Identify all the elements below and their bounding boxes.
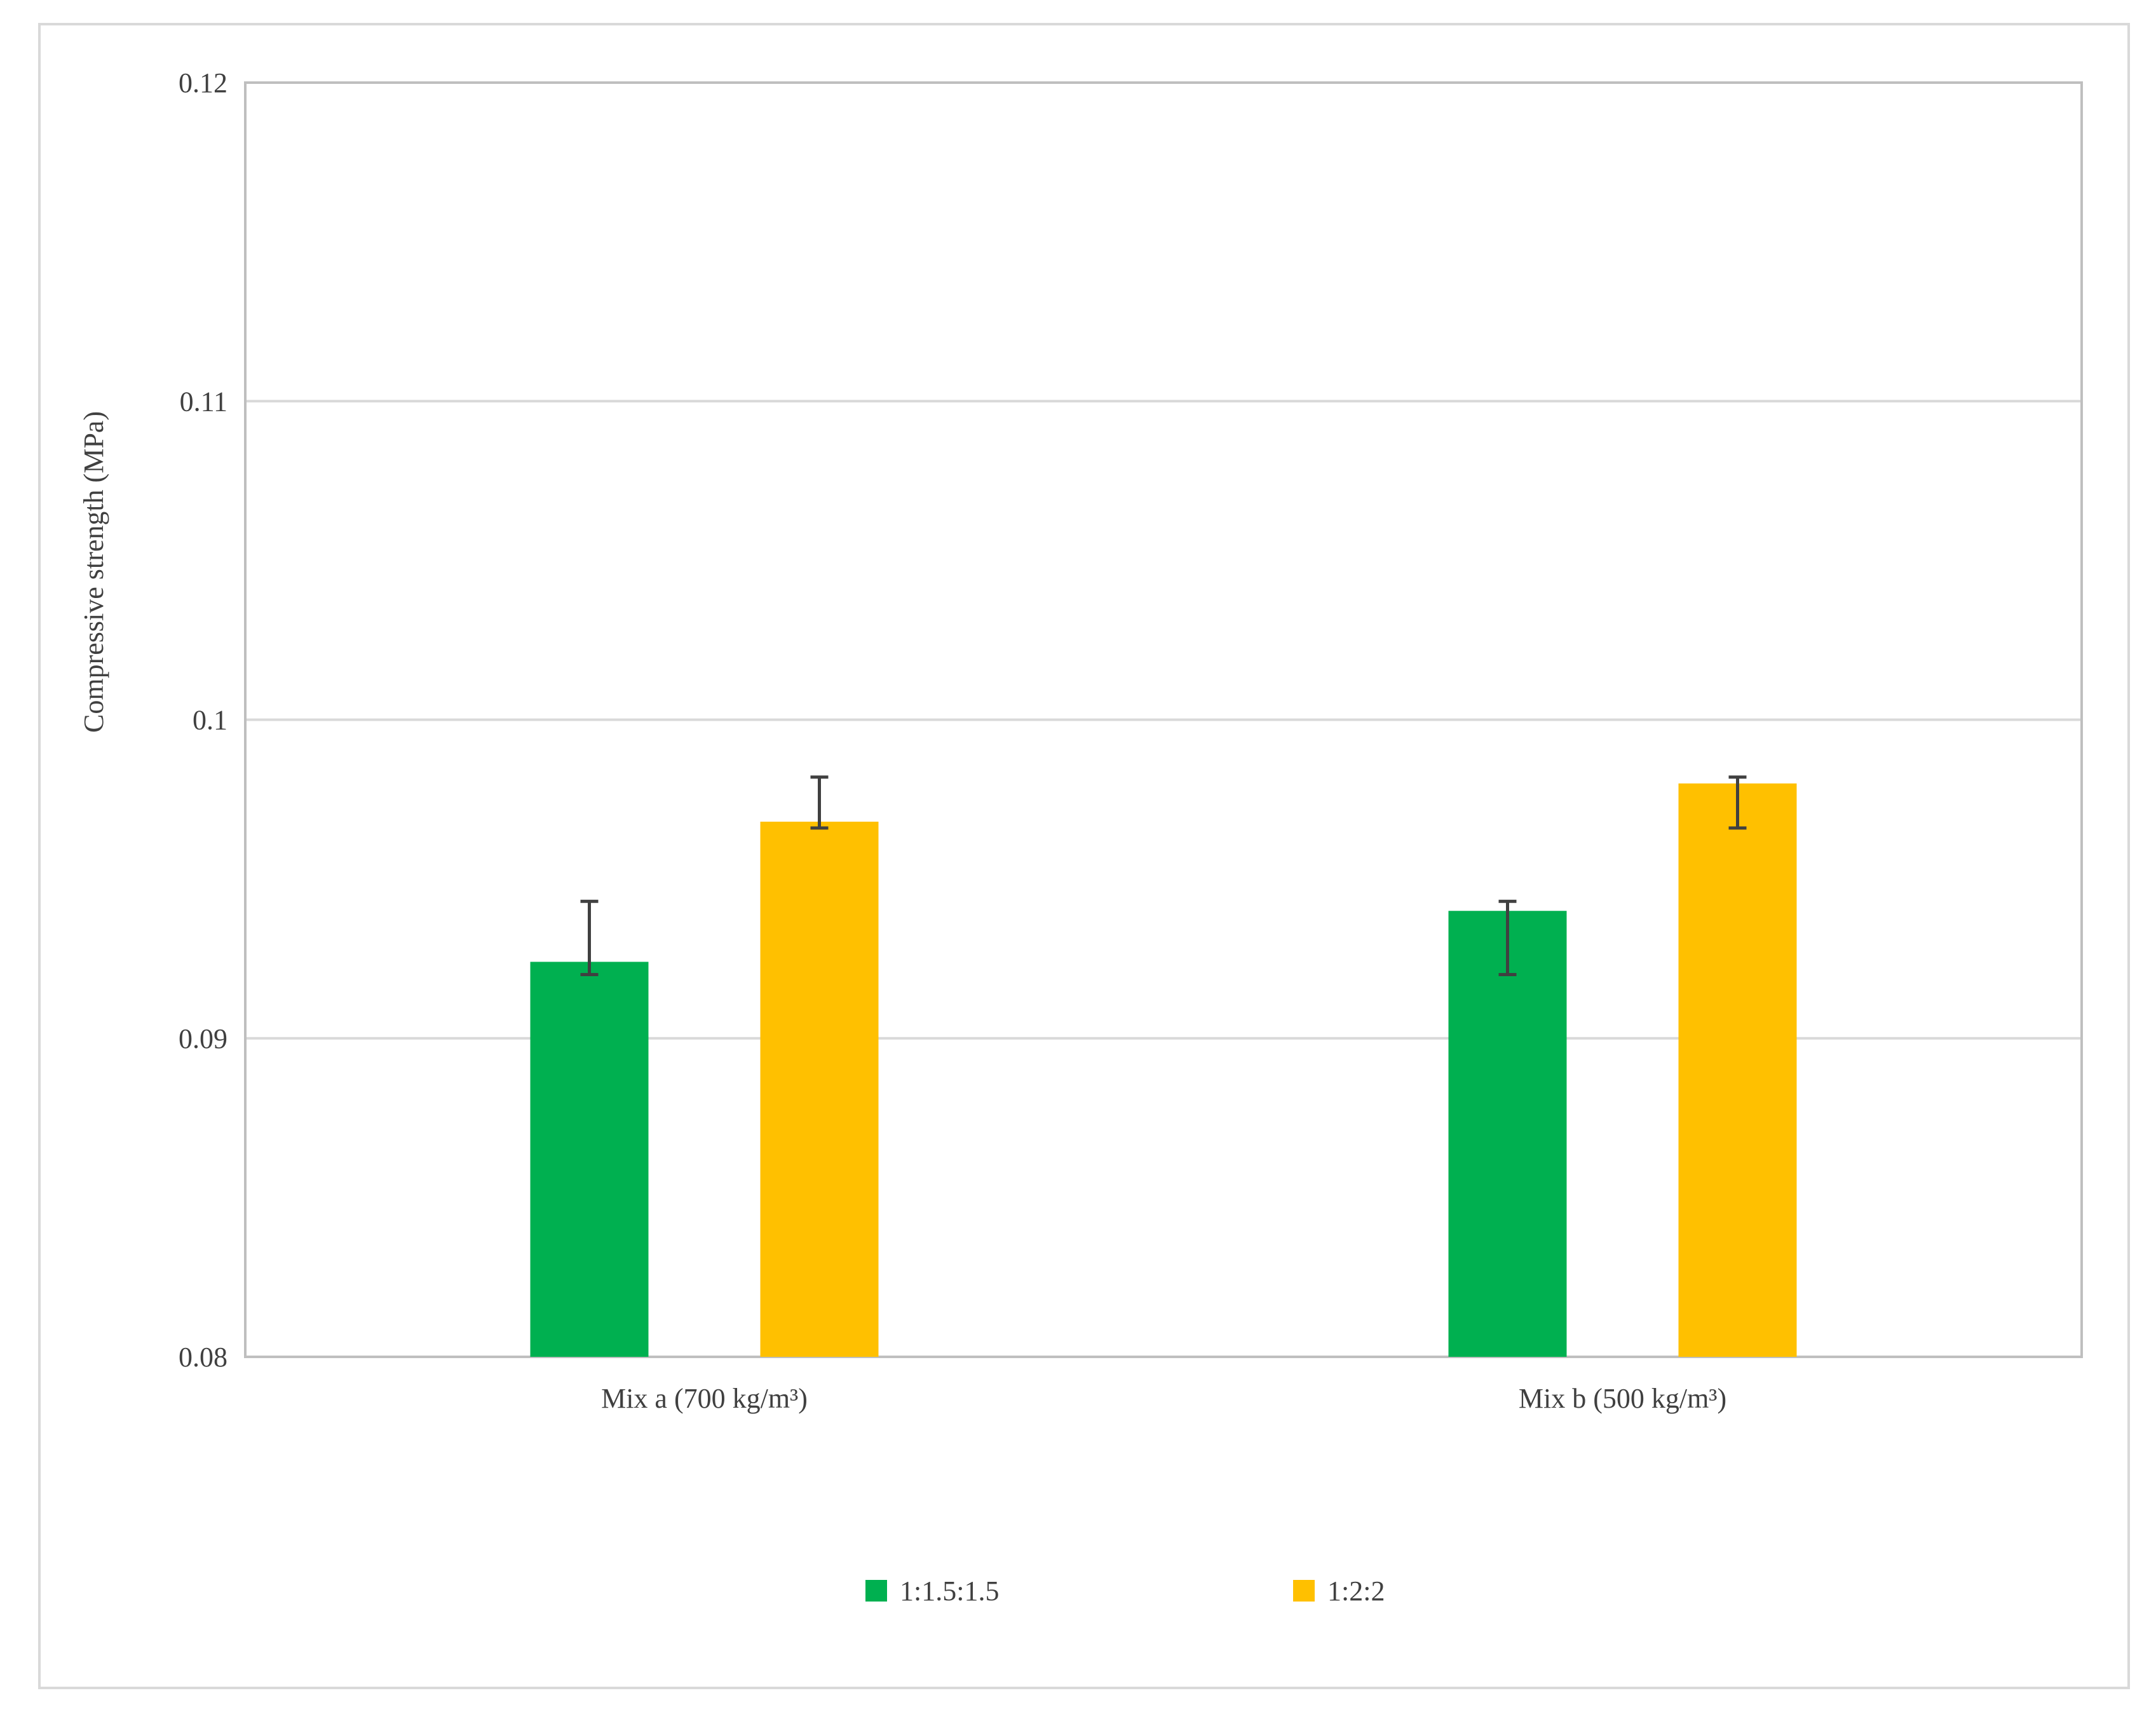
error-bars <box>580 775 1747 976</box>
chart-frame <box>38 23 2130 1689</box>
legend: 1:1.5:1.5 1:2:2 <box>865 1575 1385 1607</box>
legend-label: 1:1.5:1.5 <box>900 1575 999 1607</box>
legend-swatch <box>865 1580 887 1602</box>
legend-swatch <box>1293 1580 1315 1602</box>
x-axis-category-labels: Mix a (700 kg/m³) Mix b (500 kg/m³) <box>601 1383 1726 1414</box>
x-category-label: Mix b (500 kg/m³) <box>1519 1383 1726 1414</box>
y-tick-label: 0.12 <box>179 67 227 99</box>
bar <box>1448 911 1567 1357</box>
y-tick-label: 0.08 <box>179 1342 227 1373</box>
y-axis-title: Compressive strength (MPa) <box>78 411 109 733</box>
x-category-label: Mix a (700 kg/m³) <box>601 1383 808 1414</box>
legend-label: 1:2:2 <box>1327 1575 1385 1607</box>
bar <box>760 821 879 1357</box>
bar <box>530 962 649 1357</box>
gridlines <box>245 400 2082 1040</box>
bar <box>1678 783 1797 1357</box>
y-axis-tick-labels: 0.08 0.09 0.1 0.11 0.12 <box>179 67 227 1373</box>
y-tick-label: 0.11 <box>180 386 227 417</box>
plot-area-border <box>244 81 2083 1358</box>
y-tick-label: 0.1 <box>193 705 227 736</box>
bars <box>530 783 1797 1357</box>
y-tick-label: 0.09 <box>179 1023 227 1054</box>
